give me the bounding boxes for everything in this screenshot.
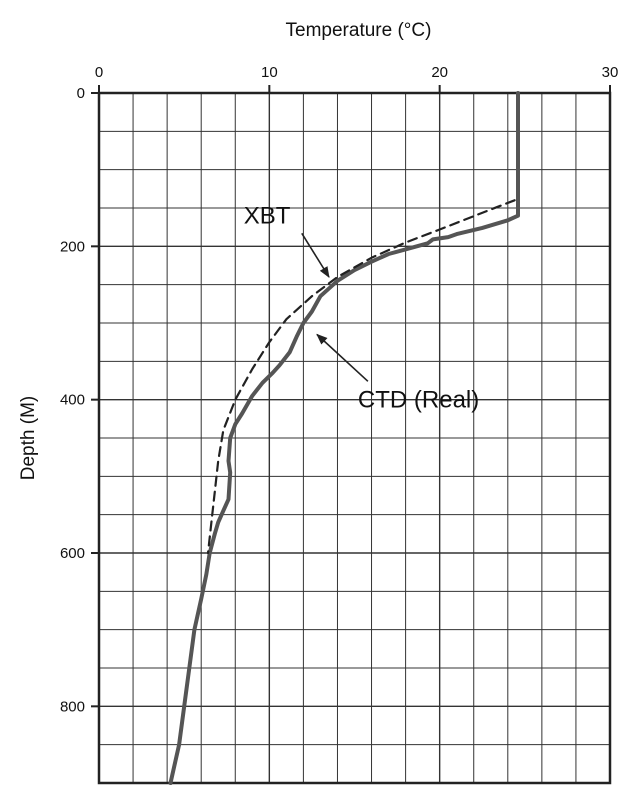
x-tick-label: 20 [431,64,448,81]
series-lines [168,91,520,785]
y-tick-label: 200 [60,238,85,255]
plot-frame [97,91,612,785]
y-axis-title: Depth (M) [18,396,39,480]
annotation-arrow [301,232,330,278]
x-tick-label: 30 [602,64,619,81]
y-tick-label: 600 [60,545,85,562]
grid [99,93,610,784]
annotation-arrow [316,333,369,382]
x-tick-label: 10 [261,64,278,81]
annotation-label: XBT [244,202,291,229]
annotations: XBT CTD (Real) [244,202,479,413]
x-axis-title: Temperature (°C) [286,20,432,41]
y-tick-label: 400 [60,392,85,409]
series-line-ctd-real [168,91,520,785]
x-tick-labels: 0 10 20 30 [95,64,619,93]
y-tick-label: 800 [60,698,85,715]
annotation-label: CTD (Real) [358,386,479,413]
x-tick-label: 0 [95,64,103,81]
y-tick-label: 0 [77,85,85,102]
y-tick-labels: 0 200 400 600 800 [60,85,99,715]
series-line-xbt [206,199,516,555]
